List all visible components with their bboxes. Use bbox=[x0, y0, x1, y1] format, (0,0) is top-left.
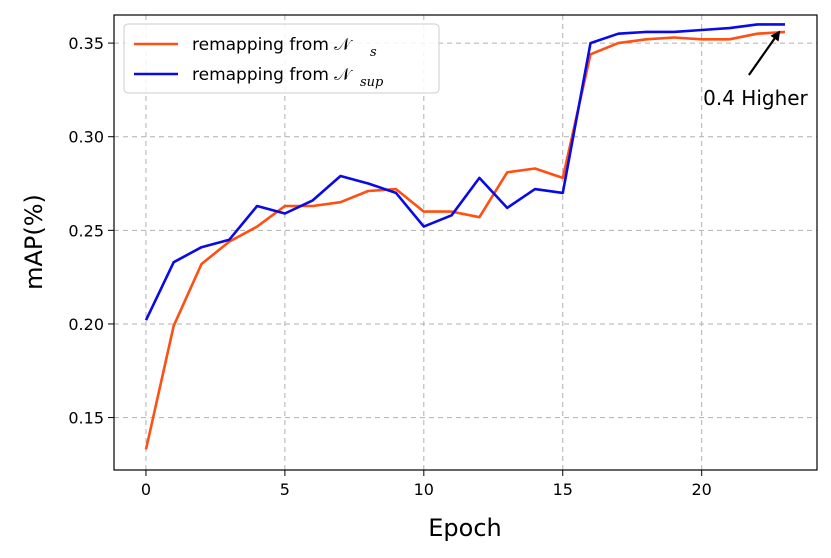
series-line-0 bbox=[144, 30, 786, 450]
x-tick-label: 0 bbox=[141, 480, 151, 499]
annotation-text: 0.4 Higher bbox=[703, 86, 808, 110]
y-tick-label: 0.35 bbox=[68, 34, 104, 53]
y-tick-label: 0.25 bbox=[68, 221, 104, 240]
y-tick-label: 0.20 bbox=[68, 315, 104, 334]
y-tick-label: 0.15 bbox=[68, 409, 104, 428]
x-tick-label: 15 bbox=[553, 480, 573, 499]
legend-subscript-series-0: s bbox=[370, 45, 377, 60]
legend-subscript-series-1: sup bbox=[360, 75, 384, 90]
legend-label-series-0: remapping from 𝒩 bbox=[192, 35, 353, 55]
legend-entry-series-1: remapping from 𝒩 sup bbox=[192, 65, 384, 90]
y-axis-label: mAP(%) bbox=[20, 194, 48, 290]
plot-frame bbox=[113, 14, 818, 471]
legend-label-series-1: remapping from 𝒩 bbox=[192, 65, 353, 85]
x-tick-label: 10 bbox=[414, 480, 434, 499]
series-lines bbox=[144, 23, 786, 450]
series-line-1 bbox=[144, 23, 785, 321]
legend-box bbox=[123, 23, 440, 94]
legend-entry-series-0: remapping from 𝒩 s bbox=[192, 35, 377, 60]
annotation-arrow bbox=[748, 30, 781, 76]
legend: remapping from 𝒩 s remapping from 𝒩 sup bbox=[123, 23, 440, 94]
x-tick-label: 5 bbox=[280, 480, 290, 499]
annotation: 0.4 Higher bbox=[703, 30, 809, 110]
x-tick-label: 20 bbox=[692, 480, 712, 499]
x-axis-label: Epoch bbox=[428, 514, 502, 542]
axis-ticks: 0 5 10 15 20 0.15 0.20 0.25 0.30 0.35 bbox=[68, 34, 711, 499]
y-tick-label: 0.30 bbox=[68, 128, 104, 147]
